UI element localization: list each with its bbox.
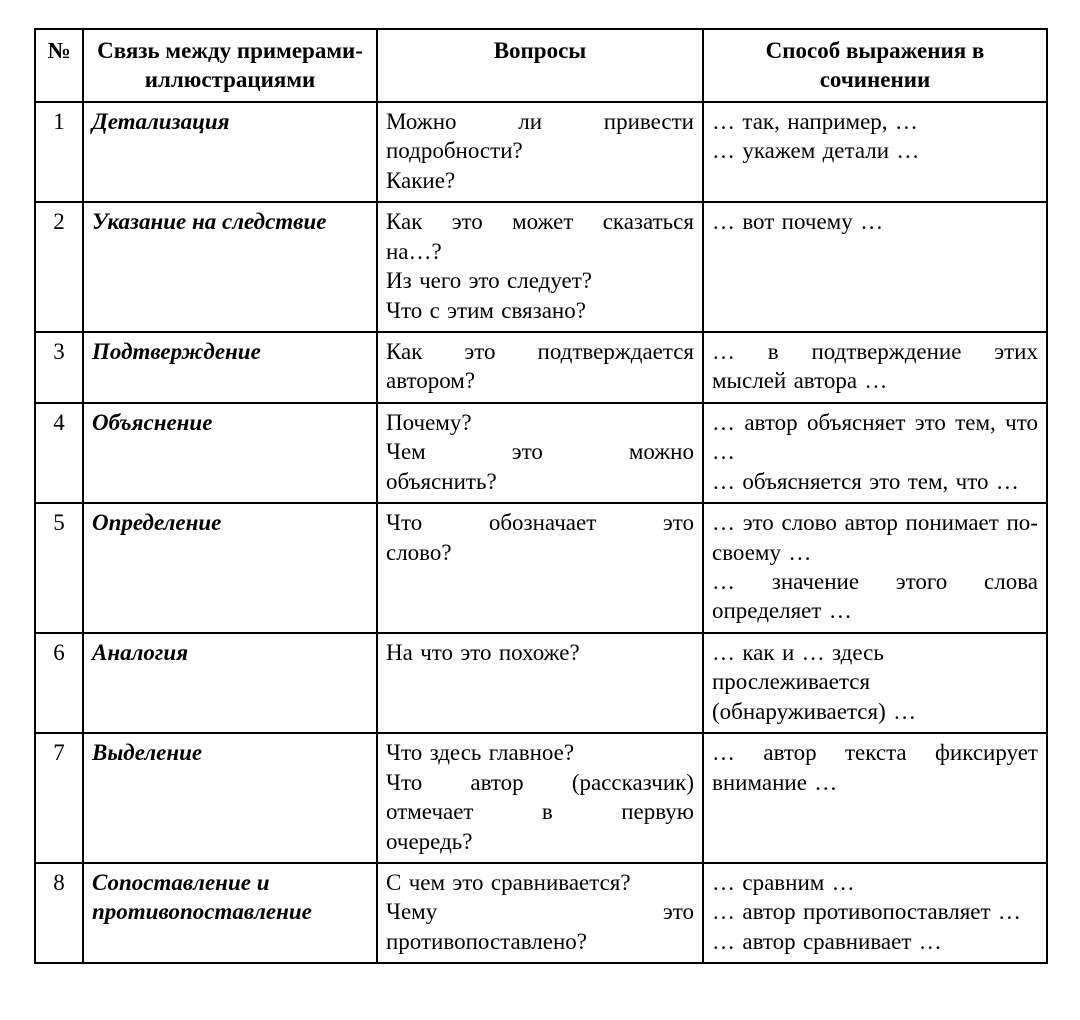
row-number: 6	[35, 633, 83, 733]
col-header-expression: Способ выражения в сочинении	[703, 29, 1047, 102]
connections-table: № Связь между примерами-иллюстрациями Во…	[34, 28, 1048, 964]
expression-cell: …авторобъясняетэтотем,что……объясняетсяэт…	[703, 403, 1047, 503]
connection-name: Сопоставление и противопоставление	[83, 863, 377, 963]
questions-cell: Можнолипривестиподробности?Какие?	[377, 102, 703, 202]
questions-cell: Какэтоможетсказатьсяна…?Изчегоэтоследует…	[377, 202, 703, 332]
table-header-row: № Связь между примерами-иллюстрациями Во…	[35, 29, 1047, 102]
questions-cell: Почему?Чемэтоможнообъяснить?	[377, 403, 703, 503]
col-header-num: №	[35, 29, 83, 102]
expression-cell: …этословоавторпонимаетпо-своему……значени…	[703, 503, 1047, 633]
row-number: 7	[35, 733, 83, 863]
table-row: 7ВыделениеЧтоздесьглавное?Чтоавтор(расск…	[35, 733, 1047, 863]
connection-name: Детализация	[83, 102, 377, 202]
table-row: 2Указание на следствиеКакэтоможетсказать…	[35, 202, 1047, 332]
connection-name: Объяснение	[83, 403, 377, 503]
connection-name: Указание на следствие	[83, 202, 377, 332]
questions-cell: Какэтоподтверждаетсяавтором?	[377, 332, 703, 403]
row-number: 1	[35, 102, 83, 202]
expression-cell: …каки…здесьпрослеживается(обнаруживается…	[703, 633, 1047, 733]
row-number: 2	[35, 202, 83, 332]
connection-name: Определение	[83, 503, 377, 633]
row-number: 5	[35, 503, 83, 633]
expression-cell: …вотпочему…	[703, 202, 1047, 332]
expression-cell: …так,например,……укажемдетали…	[703, 102, 1047, 202]
questions-cell: Чтоздесьглавное?Чтоавтор(рассказчик)отме…	[377, 733, 703, 863]
row-number: 3	[35, 332, 83, 403]
table-row: 4ОбъяснениеПочему?Чемэтоможнообъяснить?……	[35, 403, 1047, 503]
col-header-questions: Вопросы	[377, 29, 703, 102]
connection-name: Аналогия	[83, 633, 377, 733]
row-number: 8	[35, 863, 83, 963]
questions-cell: Чтообозначаетэтослово?	[377, 503, 703, 633]
expression-cell: …автортекстафиксируетвнимание…	[703, 733, 1047, 863]
questions-cell: Счемэтосравнивается?Чемуэтопротивопостав…	[377, 863, 703, 963]
table-row: 1ДетализацияМожнолипривестиподробности?К…	[35, 102, 1047, 202]
expression-cell: …вподтверждениеэтихмыслейавтора…	[703, 332, 1047, 403]
table-row: 3ПодтверждениеКакэтоподтверждаетсяавторо…	[35, 332, 1047, 403]
expression-cell: …сравним……авторпротивопоставляет……авторс…	[703, 863, 1047, 963]
row-number: 4	[35, 403, 83, 503]
col-header-link: Связь между примерами-иллюстрациями	[83, 29, 377, 102]
table-row: 8Сопоставление и противопоставлениеСчемэ…	[35, 863, 1047, 963]
questions-cell: Начтоэтопохоже?	[377, 633, 703, 733]
table-row: 6АналогияНачтоэтопохоже?…каки…здесьпросл…	[35, 633, 1047, 733]
connection-name: Подтверждение	[83, 332, 377, 403]
connection-name: Выделение	[83, 733, 377, 863]
table-row: 5ОпределениеЧтообозначаетэтослово?…этосл…	[35, 503, 1047, 633]
